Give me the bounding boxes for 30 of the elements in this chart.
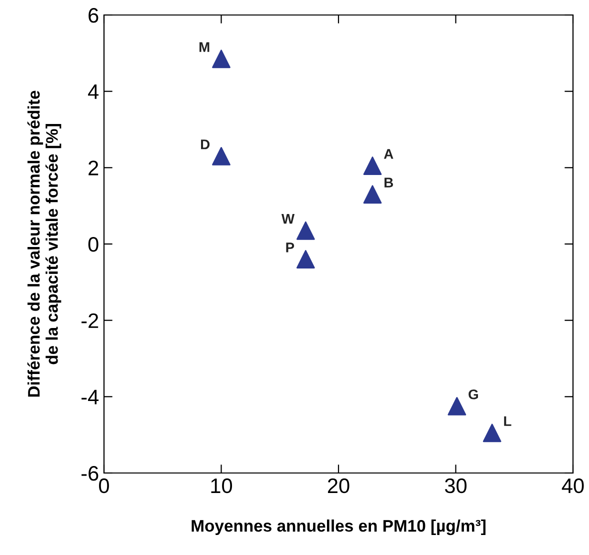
annotation: W	[281, 214, 295, 224]
y-tick-label: 6	[88, 8, 98, 23]
point	[482, 424, 502, 442]
annotation: D	[201, 140, 210, 150]
point	[296, 250, 315, 268]
annotation: P	[286, 242, 294, 252]
x-tick-label: 30	[444, 478, 467, 494]
y-tick-label: -2	[82, 313, 98, 328]
annotation: L	[504, 416, 512, 426]
y-tick-label: 2	[88, 160, 98, 176]
y-tick-label: 4	[88, 84, 99, 99]
annotation: M	[200, 42, 210, 52]
annotation: A	[384, 149, 394, 159]
x-tick-label: 10	[211, 478, 232, 494]
point	[212, 50, 230, 68]
annotation: B	[384, 178, 394, 188]
x-tick-label: 20	[328, 478, 350, 494]
point	[296, 221, 315, 240]
x-axis-title: Moyennes annuelles en PM10 [µg/m³]	[192, 520, 486, 536]
y-axis-title: Différence de la valeur normale prédite de la capacité vitale forcée [%]	[27, 90, 62, 397]
x-tick-label: 0	[99, 478, 109, 494]
point	[363, 185, 382, 204]
x-tick-label: 40	[562, 478, 584, 494]
point	[448, 397, 466, 416]
y-tick-label: 0	[88, 237, 98, 252]
y-tick-label: -6	[82, 466, 98, 481]
annotation: G	[468, 389, 478, 400]
y-tick-label: -4	[82, 390, 99, 404]
point	[212, 147, 230, 166]
point	[363, 156, 382, 175]
